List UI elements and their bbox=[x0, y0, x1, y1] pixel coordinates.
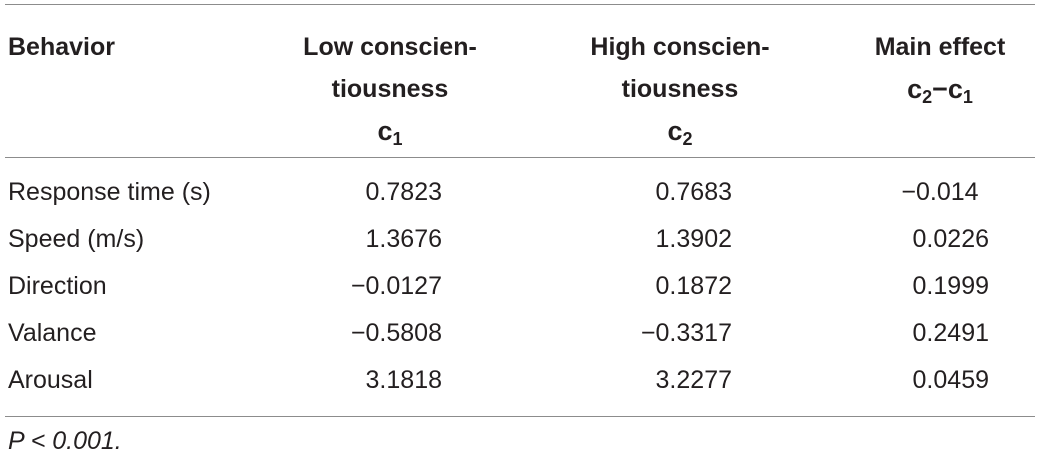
table-footnote: P < 0.001. bbox=[8, 427, 122, 455]
row-high-value: 3.2277 bbox=[655, 366, 732, 394]
header-low-symbol: c1 bbox=[377, 116, 403, 149]
row-high-value: 0.7683 bbox=[655, 178, 732, 206]
row-low-value: 3.1818 bbox=[365, 366, 442, 394]
header-high-symbol: c2 bbox=[667, 116, 693, 149]
table-row: Response time (s) 0.7823 0.7683 −0.014 bbox=[0, 169, 1040, 215]
table-header-rule bbox=[5, 157, 1035, 158]
row-main-effect-value: −0.014 bbox=[901, 178, 979, 206]
header-high-line2: tiousness bbox=[621, 75, 739, 103]
header-low-conscientiousness: Low conscien- tiousness c1 bbox=[240, 26, 540, 152]
header-main-effect: Main effect c2−c1 bbox=[790, 26, 1040, 110]
table-top-rule bbox=[5, 4, 1035, 5]
table-row: Valance −0.5808 −0.3317 0.2491 bbox=[0, 310, 1040, 356]
row-high-value: 1.3902 bbox=[655, 225, 732, 253]
header-high-line1: High conscien- bbox=[590, 33, 770, 61]
row-main-effect-value: 0.1999 bbox=[912, 272, 989, 300]
table-row: Speed (m/s) 1.3676 1.3902 0.0226 bbox=[0, 216, 1040, 262]
row-low-value: −0.5808 bbox=[350, 319, 442, 347]
row-low-value: −0.0127 bbox=[350, 272, 442, 300]
header-main-line1: Main effect bbox=[874, 33, 1006, 61]
header-high-conscientiousness: High conscien- tiousness c2 bbox=[530, 26, 830, 152]
row-high-value: −0.3317 bbox=[640, 319, 732, 347]
row-main-effect-value: 0.0226 bbox=[912, 225, 989, 253]
header-low-line2: tiousness bbox=[331, 75, 449, 103]
table-bottom-rule bbox=[5, 416, 1035, 417]
row-low-value: 1.3676 bbox=[365, 225, 442, 253]
row-behavior-label: Direction bbox=[8, 272, 107, 300]
row-main-effect-value: 0.2491 bbox=[912, 319, 989, 347]
header-low-line1: Low conscien- bbox=[303, 33, 477, 61]
row-behavior-label: Arousal bbox=[8, 366, 93, 394]
header-main-symbol: c2−c1 bbox=[907, 74, 973, 107]
header-behavior: Behavior bbox=[8, 26, 115, 68]
row-behavior-label: Response time (s) bbox=[8, 178, 211, 206]
row-main-effect-value: 0.0459 bbox=[912, 366, 989, 394]
table-row: Arousal 3.1818 3.2277 0.0459 bbox=[0, 357, 1040, 403]
table-row: Direction −0.0127 0.1872 0.1999 bbox=[0, 263, 1040, 309]
header-behavior-label: Behavior bbox=[8, 33, 115, 61]
row-behavior-label: Speed (m/s) bbox=[8, 225, 145, 253]
row-high-value: 0.1872 bbox=[655, 272, 732, 300]
row-low-value: 0.7823 bbox=[365, 178, 442, 206]
row-behavior-label: Valance bbox=[8, 319, 97, 347]
